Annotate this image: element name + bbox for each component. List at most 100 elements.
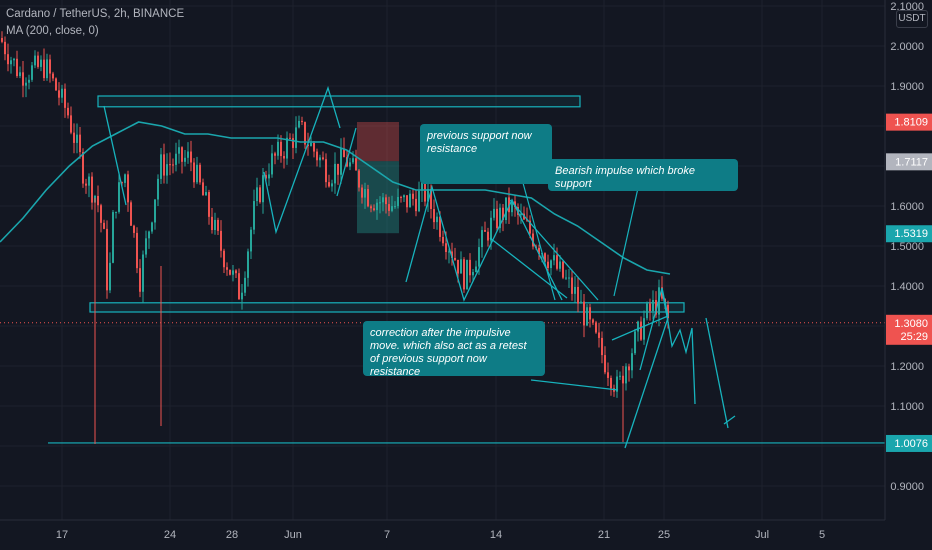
candle-body [214, 219, 216, 231]
trend-drawing [509, 199, 599, 301]
trend-drawings [103, 85, 736, 449]
time-tick-label: Jul [755, 529, 769, 541]
chart-grid [0, 0, 885, 520]
trend-drawing [103, 105, 127, 206]
candle-body [241, 292, 243, 300]
candle-body [178, 147, 180, 154]
candle-body [340, 148, 342, 175]
candle-body [193, 162, 195, 183]
candle-body [652, 299, 654, 312]
candle-body [7, 54, 9, 65]
candle-body [586, 307, 588, 326]
candle-body [379, 202, 381, 204]
candle-body [190, 151, 192, 163]
candle-body [64, 88, 66, 108]
price-tick-label: 1.4000 [890, 281, 924, 293]
candle-body [283, 155, 285, 159]
price-tick-label: 1.9000 [890, 81, 924, 93]
candle-body [73, 132, 75, 143]
candle-body [583, 301, 585, 326]
candle-body [433, 209, 435, 223]
candle-body [220, 230, 222, 251]
candle-body [322, 157, 324, 160]
candle-body [85, 183, 87, 186]
candle-body [469, 259, 471, 276]
candle-body [229, 269, 231, 275]
price-axis[interactable]: 2.10002.00001.90001.80001.70001.60001.50… [884, 0, 932, 520]
candle-body [592, 319, 594, 323]
candle-body [181, 147, 183, 162]
candle-body [163, 154, 165, 176]
candle-body [400, 196, 402, 198]
candle-body [511, 201, 513, 213]
candle-body [301, 120, 303, 123]
candle-body [547, 261, 549, 269]
price-label-tag [886, 314, 932, 345]
candle-body [145, 238, 147, 255]
candle-body [637, 321, 639, 332]
candle-body [103, 222, 105, 229]
candle-body [316, 151, 318, 161]
price-tick-label: 0.9000 [890, 481, 924, 493]
candle-body [631, 353, 633, 371]
candle-body [184, 157, 186, 162]
candle-body [604, 355, 606, 373]
callout-pointer [530, 379, 619, 391]
candle-body [31, 65, 33, 80]
candle-body [25, 82, 27, 86]
candle-body [331, 183, 333, 187]
candle-body [217, 219, 219, 231]
candle-body [667, 304, 669, 319]
callout-correction[interactable]: correction after the impulsive move. whi… [363, 321, 545, 378]
indicator-label[interactable]: MA (200, close, 0) [6, 25, 99, 37]
candle-body [571, 277, 573, 294]
candle-body [310, 142, 312, 147]
time-tick-label: 5 [819, 529, 825, 541]
candle-body [520, 213, 522, 215]
candle-body [130, 202, 132, 226]
price-tick-label: 1.2000 [890, 361, 924, 373]
candle-body [373, 208, 375, 211]
candle-body [10, 60, 12, 65]
callout-pointer [519, 171, 556, 301]
candle-body [556, 255, 558, 269]
candle-body [244, 277, 246, 293]
candle-body [91, 176, 93, 203]
candle-body [211, 216, 213, 231]
candle-body [463, 259, 465, 290]
candle-body [37, 55, 39, 67]
candle-body [205, 192, 207, 196]
callout-support-resistance[interactable]: previous support now resistance [420, 124, 552, 184]
candle-body [442, 236, 444, 244]
candle-body [154, 199, 156, 223]
price-axis-bg [885, 0, 932, 520]
candle-body [358, 170, 360, 188]
candle-body [13, 58, 15, 61]
candle-body [646, 303, 648, 319]
candle-body [223, 250, 225, 268]
candle-body [574, 286, 576, 294]
candle-body [250, 229, 252, 252]
currency-badge[interactable]: USDT [896, 10, 928, 28]
callout-bearish-impulse[interactable]: Bearish impulse which broke support [548, 159, 738, 191]
symbol-label[interactable]: Cardano / TetherUS, 2h, BINANCE [6, 8, 185, 20]
candle-body [406, 195, 408, 208]
candle-body [439, 216, 441, 237]
candle-body [628, 366, 630, 371]
candle-body [394, 206, 396, 208]
candle-body [460, 259, 462, 274]
candle-body [643, 318, 645, 340]
candle-body [577, 286, 579, 304]
trend-drawing [705, 317, 729, 429]
candle-body [265, 175, 267, 179]
candle-body [55, 78, 57, 91]
candle-body [427, 188, 429, 202]
price-tick-label: 1.6000 [890, 201, 924, 213]
time-axis[interactable]: 17 24 28 Jun 7 14 21 25 Jul 5 [0, 519, 932, 550]
price-label-text: 1.0076 [894, 438, 928, 450]
candle-body [76, 134, 78, 143]
candle-body [502, 207, 504, 221]
candle-body [478, 247, 480, 267]
candle-body [88, 176, 90, 186]
